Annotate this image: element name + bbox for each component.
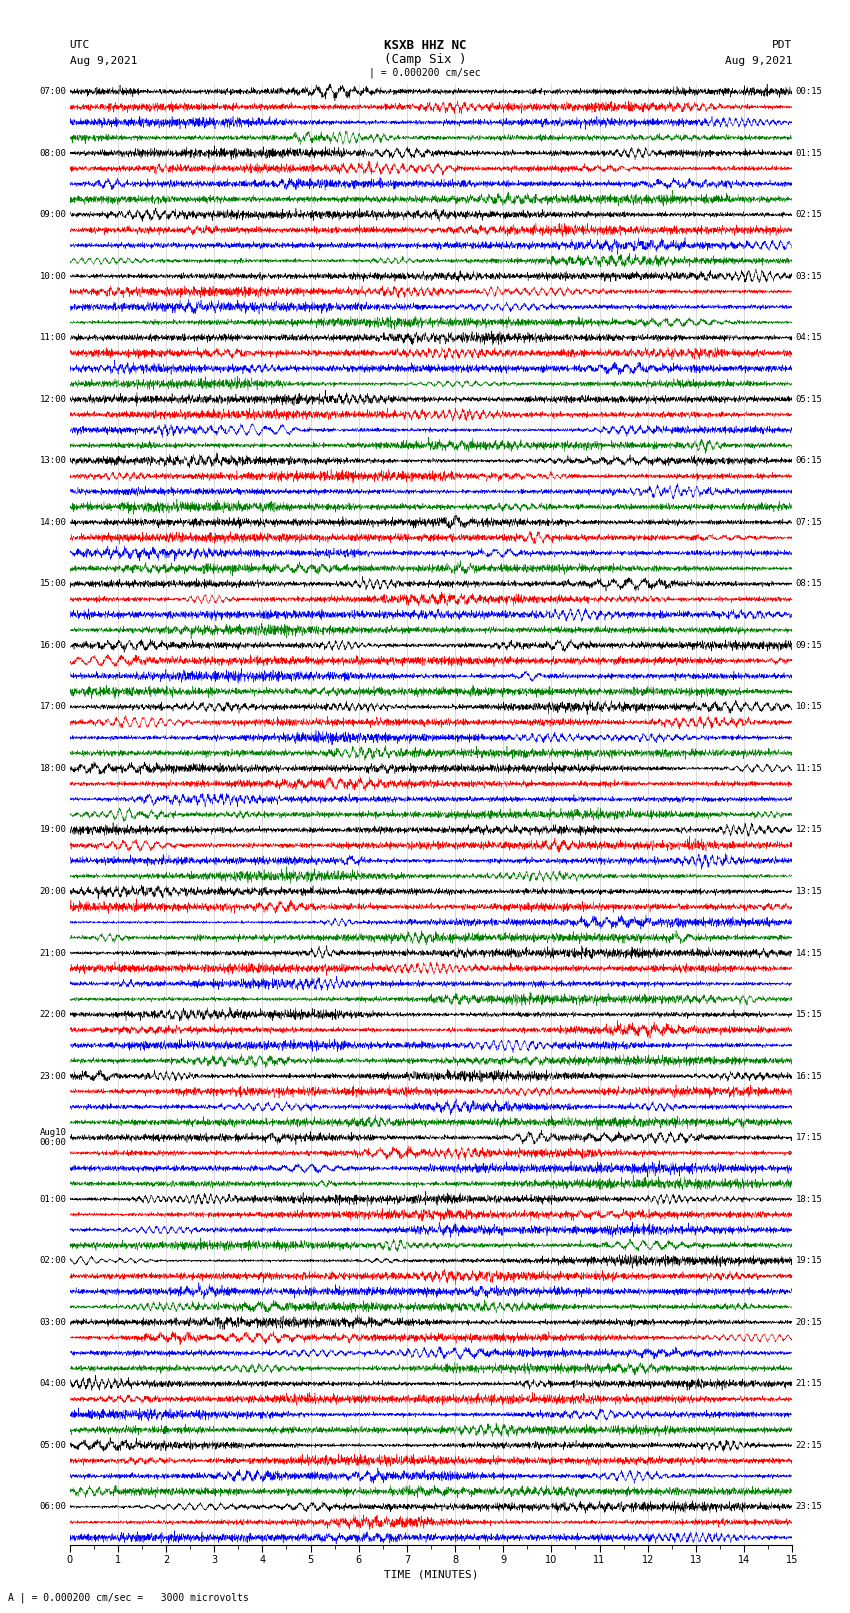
Text: 05:00: 05:00 xyxy=(39,1440,66,1450)
Text: 21:00: 21:00 xyxy=(39,948,66,958)
Text: 01:15: 01:15 xyxy=(796,148,823,158)
Text: 15:15: 15:15 xyxy=(796,1010,823,1019)
Text: A | = 0.000200 cm/sec =   3000 microvolts: A | = 0.000200 cm/sec = 3000 microvolts xyxy=(8,1592,249,1603)
Text: 12:00: 12:00 xyxy=(39,395,66,403)
Text: 08:00: 08:00 xyxy=(39,148,66,158)
Text: 13:00: 13:00 xyxy=(39,456,66,465)
Text: UTC: UTC xyxy=(70,40,90,50)
Text: 18:00: 18:00 xyxy=(39,765,66,773)
Text: 02:15: 02:15 xyxy=(796,210,823,219)
Text: KSXB HHZ NC: KSXB HHZ NC xyxy=(383,39,467,52)
Text: 21:15: 21:15 xyxy=(796,1379,823,1389)
Text: 07:00: 07:00 xyxy=(39,87,66,97)
Text: 04:15: 04:15 xyxy=(796,334,823,342)
Text: 02:00: 02:00 xyxy=(39,1257,66,1265)
Text: 06:15: 06:15 xyxy=(796,456,823,465)
X-axis label: TIME (MINUTES): TIME (MINUTES) xyxy=(383,1569,479,1579)
Text: 13:15: 13:15 xyxy=(796,887,823,895)
Text: Aug 9,2021: Aug 9,2021 xyxy=(725,56,792,66)
Text: 00:15: 00:15 xyxy=(796,87,823,97)
Text: 23:00: 23:00 xyxy=(39,1071,66,1081)
Text: 12:15: 12:15 xyxy=(796,826,823,834)
Text: 10:15: 10:15 xyxy=(796,702,823,711)
Text: 16:15: 16:15 xyxy=(796,1071,823,1081)
Text: 08:15: 08:15 xyxy=(796,579,823,589)
Text: 22:15: 22:15 xyxy=(796,1440,823,1450)
Text: 19:15: 19:15 xyxy=(796,1257,823,1265)
Text: 14:00: 14:00 xyxy=(39,518,66,527)
Text: 16:00: 16:00 xyxy=(39,640,66,650)
Text: 17:00: 17:00 xyxy=(39,702,66,711)
Text: 10:00: 10:00 xyxy=(39,271,66,281)
Text: 09:15: 09:15 xyxy=(796,640,823,650)
Text: 14:15: 14:15 xyxy=(796,948,823,958)
Text: Aug10
00:00: Aug10 00:00 xyxy=(39,1127,66,1147)
Text: (Camp Six ): (Camp Six ) xyxy=(383,53,467,66)
Text: 18:15: 18:15 xyxy=(796,1195,823,1203)
Text: 19:00: 19:00 xyxy=(39,826,66,834)
Text: 11:00: 11:00 xyxy=(39,334,66,342)
Text: 06:00: 06:00 xyxy=(39,1502,66,1511)
Text: 07:15: 07:15 xyxy=(796,518,823,527)
Text: 23:15: 23:15 xyxy=(796,1502,823,1511)
Text: | = 0.000200 cm/sec: | = 0.000200 cm/sec xyxy=(369,68,481,79)
Text: 11:15: 11:15 xyxy=(796,765,823,773)
Text: 22:00: 22:00 xyxy=(39,1010,66,1019)
Text: PDT: PDT xyxy=(772,40,792,50)
Text: 17:15: 17:15 xyxy=(796,1132,823,1142)
Text: 03:00: 03:00 xyxy=(39,1318,66,1327)
Text: 05:15: 05:15 xyxy=(796,395,823,403)
Text: 09:00: 09:00 xyxy=(39,210,66,219)
Text: 03:15: 03:15 xyxy=(796,271,823,281)
Text: 01:00: 01:00 xyxy=(39,1195,66,1203)
Text: 20:15: 20:15 xyxy=(796,1318,823,1327)
Text: Aug 9,2021: Aug 9,2021 xyxy=(70,56,137,66)
Text: 04:00: 04:00 xyxy=(39,1379,66,1389)
Text: 20:00: 20:00 xyxy=(39,887,66,895)
Text: 15:00: 15:00 xyxy=(39,579,66,589)
